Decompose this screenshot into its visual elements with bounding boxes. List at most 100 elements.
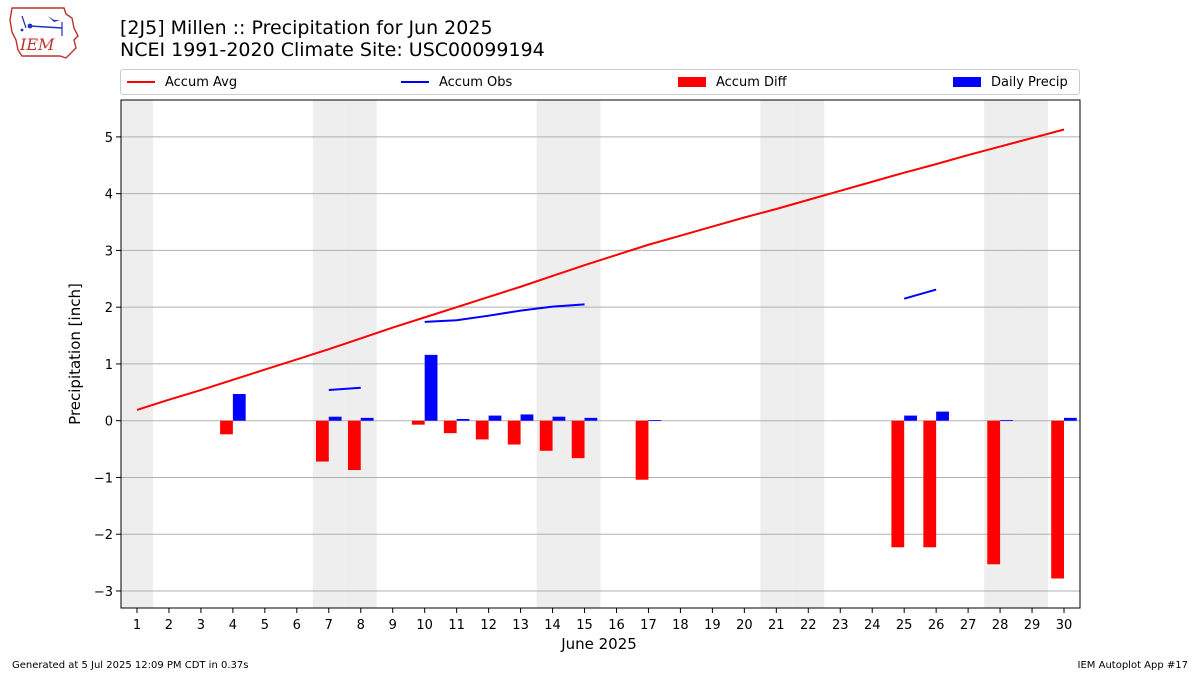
y-tick-label: 2 — [105, 301, 113, 316]
weekend-band-22 — [792, 100, 825, 608]
daily-precip-bar — [648, 420, 662, 421]
x-tick-label: 9 — [389, 618, 397, 633]
y-tick-label: 1 — [105, 358, 113, 373]
daily-precip-bar — [904, 415, 917, 421]
iem-logo-text: IEM — [19, 35, 55, 54]
weekend-band-7 — [312, 100, 345, 608]
y-tick-label: 4 — [105, 188, 113, 203]
y-tick-label: 0 — [105, 415, 113, 430]
chart-subtitle: NCEI 1991-2020 Climate Site: USC00099194 — [120, 39, 545, 61]
bar-series — [220, 354, 1077, 579]
accum-diff-bar — [635, 420, 649, 480]
legend-label-accum-diff: Accum Diff — [716, 74, 787, 90]
line-series — [136, 128, 1065, 411]
x-tick-label: 22 — [800, 618, 817, 633]
x-tick-label: 16 — [608, 618, 625, 633]
legend-item-accum-diff: Accum Diff — [678, 70, 787, 94]
accum-diff-bar — [347, 420, 361, 471]
y-tick-label: −2 — [94, 528, 113, 543]
x-tick-label: 21 — [768, 618, 785, 633]
accum-diff-bar — [411, 420, 425, 425]
legend-swatch-accum-diff — [678, 77, 706, 87]
weekend-bands — [121, 100, 1049, 608]
x-tick-label: 17 — [640, 618, 657, 633]
weekend-band-15 — [568, 100, 601, 608]
x-tick-label: 18 — [672, 618, 689, 633]
accum-diff-bar — [571, 420, 585, 459]
x-tick-label: 29 — [1024, 618, 1041, 633]
legend-label-accum-avg: Accum Avg — [165, 74, 238, 90]
plot-frame — [120, 99, 1081, 609]
x-tick-label: 13 — [512, 618, 529, 633]
daily-precip-bar — [1064, 417, 1077, 421]
daily-precip-bar — [552, 416, 566, 421]
daily-precip-bar — [424, 354, 438, 421]
daily-precip-bar — [1000, 420, 1013, 421]
accum-obs-line — [424, 303, 585, 323]
x-tick-label: 12 — [480, 618, 497, 633]
x-tick-label: 25 — [896, 618, 913, 633]
accum-avg-line — [136, 128, 1065, 411]
legend-swatch-accum-avg — [127, 81, 155, 83]
weekend-band-21 — [760, 100, 793, 608]
accum-diff-bar — [507, 420, 521, 445]
x-tick-label: 3 — [197, 618, 205, 633]
accum-obs-line — [328, 386, 361, 392]
x-tick-label: 28 — [992, 618, 1009, 633]
y-tick-label: −1 — [94, 471, 113, 486]
legend-label-daily-precip: Daily Precip — [991, 74, 1068, 90]
y-tick-label: −3 — [94, 585, 113, 600]
x-tick-label: 10 — [416, 618, 433, 633]
legend-label-accum-obs: Accum Obs — [439, 74, 513, 90]
accum-diff-bar — [475, 420, 489, 440]
x-tick-label: 26 — [928, 618, 945, 633]
x-tick-label: 23 — [832, 618, 849, 633]
daily-precip-bar — [520, 414, 534, 421]
y-axis-ticks: −3 −2 −1 0 1 2 3 4 5 — [94, 131, 121, 600]
accum-diff-bar — [923, 420, 937, 548]
x-tick-label: 2 — [165, 618, 173, 633]
x-tick-label: 4 — [229, 618, 237, 633]
daily-precip-bar — [456, 418, 470, 421]
legend-swatch-accum-obs — [401, 81, 429, 83]
accum-diff-bar — [987, 420, 1001, 565]
x-tick-label: 5 — [261, 618, 269, 633]
weekend-band-8 — [344, 100, 377, 608]
grid-lines — [121, 136, 1080, 592]
chart-title: [2J5] Millen :: Precipitation for Jun 20… — [120, 17, 493, 39]
chart-legend: Accum Avg Accum Obs Accum Diff Daily Pre… — [120, 69, 1080, 95]
legend-item-daily-precip: Daily Precip — [953, 70, 1068, 94]
weekend-band-29 — [1016, 100, 1049, 608]
x-tick-label: 8 — [357, 618, 365, 633]
footer-generated: Generated at 5 Jul 2025 12:09 PM CDT in … — [12, 660, 249, 671]
plot-border — [120, 99, 1081, 609]
y-axis-label: Precipitation [inch] — [66, 283, 84, 425]
x-tick-label: 19 — [704, 618, 721, 633]
x-tick-label: 20 — [736, 618, 753, 633]
x-tick-label: 6 — [293, 618, 301, 633]
x-axis-label: June 2025 — [560, 635, 637, 653]
legend-item-accum-avg: Accum Avg — [127, 70, 237, 94]
x-axis-ticks: 1 2 3 4 5 6 7 8 9 10 11 12 13 14 15 16 17 18 19 20 21 22 23 24 2… — [133, 608, 1072, 633]
daily-precip-bar — [936, 411, 949, 421]
accum-diff-bar — [315, 420, 329, 462]
accum-diff-bar — [539, 420, 553, 451]
iem-logo: IEM — [9, 7, 79, 59]
x-tick-label: 30 — [1056, 618, 1073, 633]
accum-diff-bar — [1051, 420, 1065, 579]
accum-diff-bar — [443, 420, 457, 434]
weekend-band-1 — [121, 100, 153, 608]
x-tick-label: 1 — [133, 618, 141, 633]
x-tick-label: 27 — [960, 618, 977, 633]
accum-diff-bar — [891, 420, 905, 548]
legend-swatch-daily-precip — [953, 77, 981, 87]
x-tick-label: 15 — [576, 618, 593, 633]
daily-precip-bar — [488, 415, 502, 421]
x-tick-label: 14 — [544, 618, 561, 633]
daily-precip-bar — [584, 417, 598, 421]
weekend-band-14 — [536, 100, 569, 608]
daily-precip-bar — [232, 394, 246, 421]
legend-item-accum-obs: Accum Obs — [401, 70, 512, 94]
accum-obs-line — [903, 288, 937, 300]
